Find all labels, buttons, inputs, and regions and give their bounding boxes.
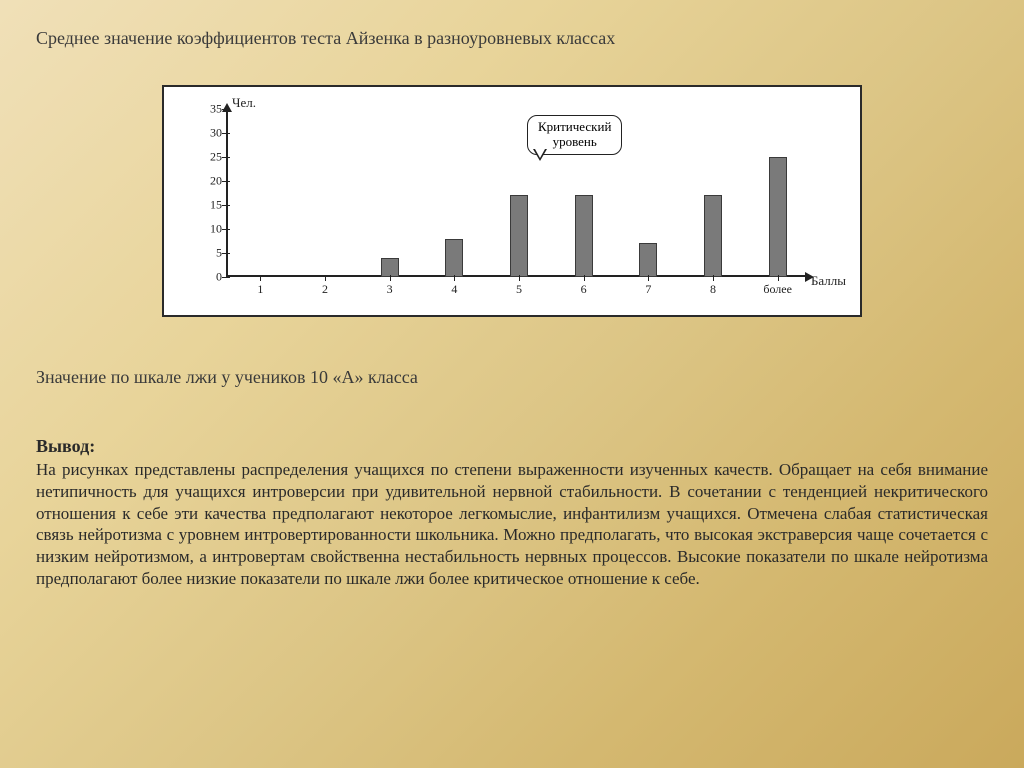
y-tick-mark xyxy=(222,205,230,206)
bars-container xyxy=(228,109,806,277)
conclusion-heading: Вывод: xyxy=(36,436,988,457)
y-tick-label: 20 xyxy=(198,174,222,189)
x-tick-label: 6 xyxy=(581,282,587,297)
y-tick-mark xyxy=(222,157,230,158)
y-tick-mark xyxy=(222,133,230,134)
x-tick-label: 5 xyxy=(516,282,522,297)
bar xyxy=(704,195,722,277)
x-tick-label: 3 xyxy=(387,282,393,297)
bar xyxy=(769,157,787,277)
x-tick-label: более xyxy=(763,282,792,297)
bar-chart: Чел. Баллы 0510152025303512345678болееКр… xyxy=(162,85,862,317)
callout-tail-fill xyxy=(535,149,545,158)
x-tick-mark xyxy=(519,275,520,281)
x-tick-mark xyxy=(713,275,714,281)
bar xyxy=(510,195,528,277)
bar xyxy=(445,239,463,277)
y-tick-mark xyxy=(222,181,230,182)
x-tick-label: 1 xyxy=(257,282,263,297)
x-tick-mark xyxy=(778,275,779,281)
x-tick-mark xyxy=(260,275,261,281)
y-tick-mark xyxy=(222,253,230,254)
y-tick-label: 15 xyxy=(198,198,222,213)
y-tick-label: 30 xyxy=(198,126,222,141)
chart-subtitle: Значение по шкале лжи у учеников 10 «А» … xyxy=(36,367,988,388)
y-tick-label: 25 xyxy=(198,150,222,165)
y-tick-mark xyxy=(222,277,230,278)
x-tick-mark xyxy=(454,275,455,281)
x-tick-mark xyxy=(648,275,649,281)
x-tick-label: 2 xyxy=(322,282,328,297)
conclusion-body: На рисунках представлены распределения у… xyxy=(36,459,988,590)
bar xyxy=(575,195,593,277)
plot-area xyxy=(228,109,806,277)
y-tick-mark xyxy=(222,109,230,110)
x-tick-label: 8 xyxy=(710,282,716,297)
x-tick-mark xyxy=(325,275,326,281)
y-tick-label: 0 xyxy=(198,270,222,285)
x-tick-label: 7 xyxy=(645,282,651,297)
x-tick-label: 4 xyxy=(451,282,457,297)
bar xyxy=(639,243,657,277)
y-tick-label: 10 xyxy=(198,222,222,237)
y-tick-mark xyxy=(222,229,230,230)
y-tick-label: 35 xyxy=(198,102,222,117)
x-axis-arrow-icon xyxy=(805,272,814,282)
x-axis-unit: Баллы xyxy=(811,273,846,289)
page-title: Среднее значение коэффициентов теста Айз… xyxy=(36,28,988,49)
x-tick-mark xyxy=(390,275,391,281)
x-tick-mark xyxy=(584,275,585,281)
y-tick-label: 5 xyxy=(198,246,222,261)
